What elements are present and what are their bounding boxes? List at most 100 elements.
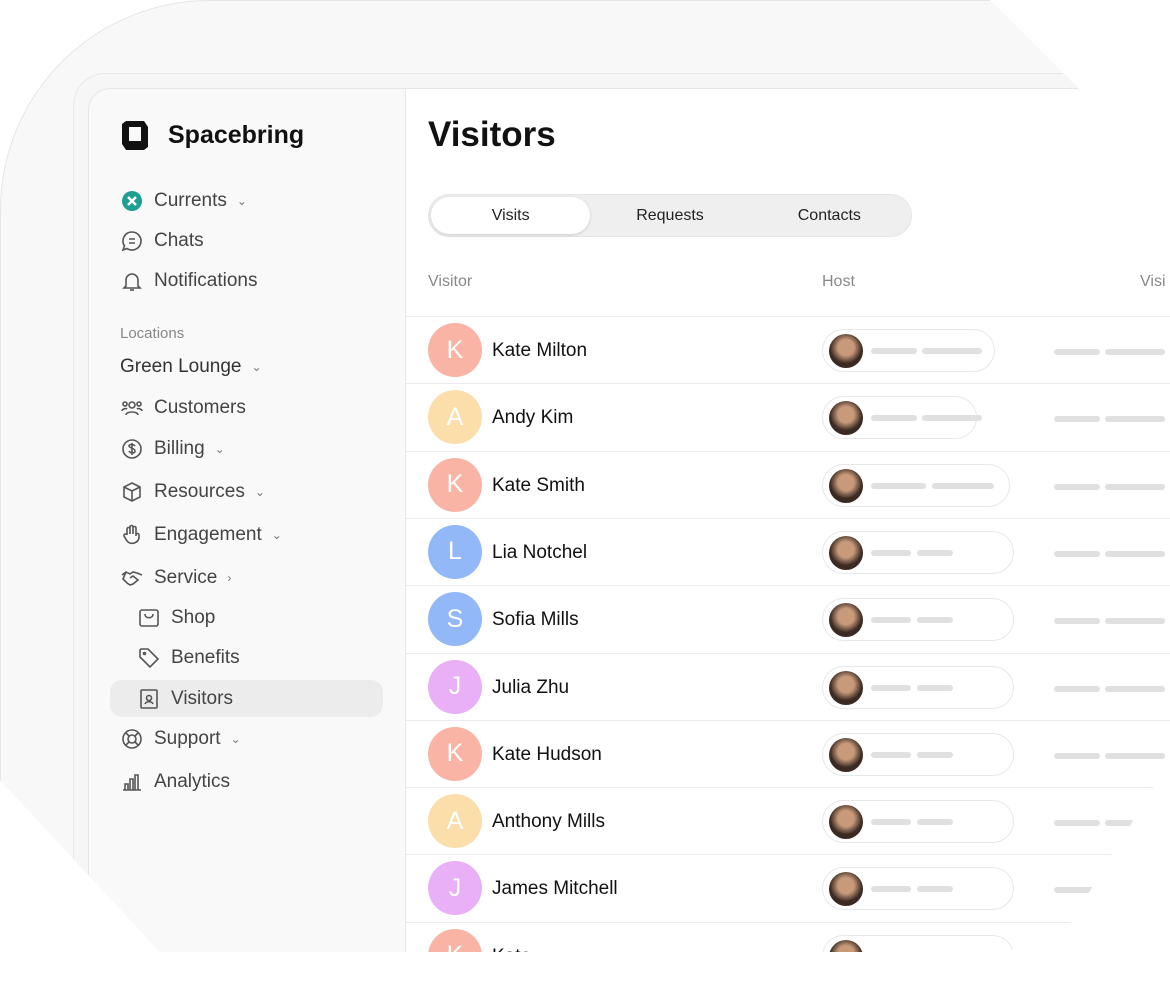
section-label: Locations bbox=[120, 325, 185, 342]
nav-label: Notifications bbox=[154, 270, 258, 291]
host-photo bbox=[829, 805, 863, 840]
location-name: Green Lounge bbox=[120, 356, 242, 377]
host-chip[interactable] bbox=[822, 665, 1014, 709]
visitor-name: Kate Smith bbox=[492, 474, 585, 496]
hand-wave-icon bbox=[123, 524, 140, 545]
placeholder-bar bbox=[1105, 685, 1165, 692]
nav-currents[interactable]: Currents ⌄ bbox=[120, 189, 247, 213]
host-chip[interactable] bbox=[822, 732, 1014, 776]
nav-analytics[interactable]: Analytics bbox=[120, 770, 230, 794]
host-photo bbox=[829, 468, 863, 503]
tab-contacts[interactable]: Contacts bbox=[797, 206, 861, 224]
placeholder-bar bbox=[1054, 349, 1100, 355]
placeholder-bar bbox=[1054, 887, 1100, 894]
placeholder-bar bbox=[871, 415, 917, 422]
nav-label: Customers bbox=[154, 397, 246, 418]
column-header-host[interactable]: Host bbox=[822, 273, 855, 290]
placeholder-bar bbox=[1105, 887, 1165, 894]
placeholder-bar bbox=[871, 482, 926, 489]
visitor-avatar: K bbox=[428, 457, 482, 512]
table-row[interactable]: S Sofia Mills bbox=[406, 585, 1170, 652]
placeholder-bar bbox=[1105, 618, 1165, 625]
dollar-icon bbox=[122, 439, 142, 459]
placeholder-bar bbox=[917, 617, 953, 624]
placeholder-bar bbox=[1054, 618, 1100, 625]
location-selector[interactable]: Green Lounge ⌄ bbox=[120, 356, 262, 378]
host-chip[interactable] bbox=[822, 867, 1014, 911]
placeholder-bar bbox=[1105, 955, 1165, 961]
table-row[interactable]: J Julia Zhu bbox=[406, 652, 1170, 720]
nav-support[interactable]: Support ⌄ bbox=[120, 727, 241, 751]
spacebring-logo-icon bbox=[122, 121, 148, 150]
table-row[interactable]: K Kate bbox=[406, 921, 1170, 961]
nav-billing[interactable]: Billing ⌄ bbox=[120, 437, 225, 461]
host-photo bbox=[829, 401, 863, 436]
visitor-avatar: S bbox=[428, 592, 482, 647]
placeholder-bar bbox=[917, 549, 953, 556]
visitor-avatar: L bbox=[428, 524, 482, 579]
nav-label: Currents bbox=[154, 190, 227, 211]
users-icon bbox=[121, 401, 143, 416]
placeholder-bar bbox=[922, 348, 982, 354]
placeholder-bar bbox=[1054, 550, 1100, 557]
visitor-avatar: J bbox=[428, 861, 482, 916]
placeholder-bar bbox=[917, 751, 953, 758]
placeholder-bar bbox=[871, 819, 911, 826]
table-row[interactable]: L Lia Notchel bbox=[406, 517, 1170, 585]
chevron-down-icon: ⌄ bbox=[251, 360, 262, 374]
nav-chats[interactable]: Chats bbox=[120, 229, 204, 253]
placeholder-bar bbox=[917, 819, 953, 826]
placeholder-bar bbox=[1105, 550, 1165, 557]
table-row[interactable]: J James Mitchell bbox=[406, 854, 1170, 921]
nav-shop[interactable]: Shop bbox=[137, 606, 215, 630]
chevron-down-icon: ⌄ bbox=[230, 732, 241, 746]
nav-label: Support bbox=[154, 728, 221, 749]
host-photo bbox=[829, 939, 863, 952]
placeholder-bar bbox=[922, 415, 982, 422]
placeholder-bar bbox=[871, 954, 911, 960]
nav-notifications[interactable]: Notifications bbox=[120, 269, 258, 293]
table-row[interactable]: K Kate Milton bbox=[406, 316, 1170, 383]
host-chip[interactable] bbox=[822, 598, 1014, 642]
brand-name: Spacebring bbox=[168, 120, 305, 149]
nav-label: Billing bbox=[154, 438, 205, 459]
visitor-name: Julia Zhu bbox=[492, 676, 570, 698]
brand-logo[interactable]: Spacebring bbox=[120, 119, 304, 151]
host-chip[interactable] bbox=[822, 329, 995, 372]
nav-label: Analytics bbox=[154, 771, 231, 792]
tab-requests[interactable]: Requests bbox=[636, 206, 704, 224]
host-chip[interactable] bbox=[822, 530, 1014, 574]
host-chip[interactable] bbox=[822, 800, 1014, 844]
badge-icon bbox=[140, 688, 158, 709]
nav-visitors[interactable]: Visitors bbox=[110, 680, 383, 717]
placeholder-bar bbox=[917, 886, 953, 893]
tab-visits[interactable]: Visits bbox=[431, 197, 591, 234]
table-row[interactable]: K Kate Smith bbox=[406, 450, 1170, 518]
host-chip[interactable] bbox=[822, 934, 1014, 960]
placeholder-bar bbox=[1054, 955, 1100, 961]
placeholder-bar bbox=[1054, 483, 1100, 490]
nav-engagement[interactable]: Engagement ⌄ bbox=[120, 523, 282, 547]
chevron-down-icon: ⌄ bbox=[236, 194, 247, 208]
column-header-visitor[interactable]: Visitor bbox=[428, 273, 473, 290]
visitor-avatar: K bbox=[428, 726, 482, 781]
visitor-name: Kate Hudson bbox=[492, 743, 602, 765]
nav-label: Resources bbox=[154, 481, 245, 502]
host-chip[interactable] bbox=[822, 463, 1010, 507]
placeholder-bar bbox=[1054, 416, 1100, 423]
table-row[interactable]: K Kate Hudson bbox=[406, 719, 1170, 787]
nav-benefits[interactable]: Benefits bbox=[137, 646, 240, 670]
nav-resources[interactable]: Resources ⌄ bbox=[120, 480, 265, 504]
table-row[interactable]: A Andy Kim bbox=[406, 383, 1170, 450]
host-chip[interactable] bbox=[822, 396, 982, 440]
page-title: Visitors bbox=[428, 115, 556, 154]
nav-customers[interactable]: Customers bbox=[120, 396, 246, 420]
column-header-visit[interactable]: Visi bbox=[1140, 273, 1166, 290]
nav-service[interactable]: Service › bbox=[120, 566, 231, 590]
cube-icon bbox=[123, 482, 141, 502]
host-photo bbox=[829, 737, 863, 772]
chevron-right-icon: › bbox=[227, 571, 232, 585]
host-photo bbox=[829, 872, 863, 907]
visitor-avatar: J bbox=[428, 659, 482, 714]
table-row[interactable]: A Anthony Mills bbox=[406, 787, 1170, 854]
